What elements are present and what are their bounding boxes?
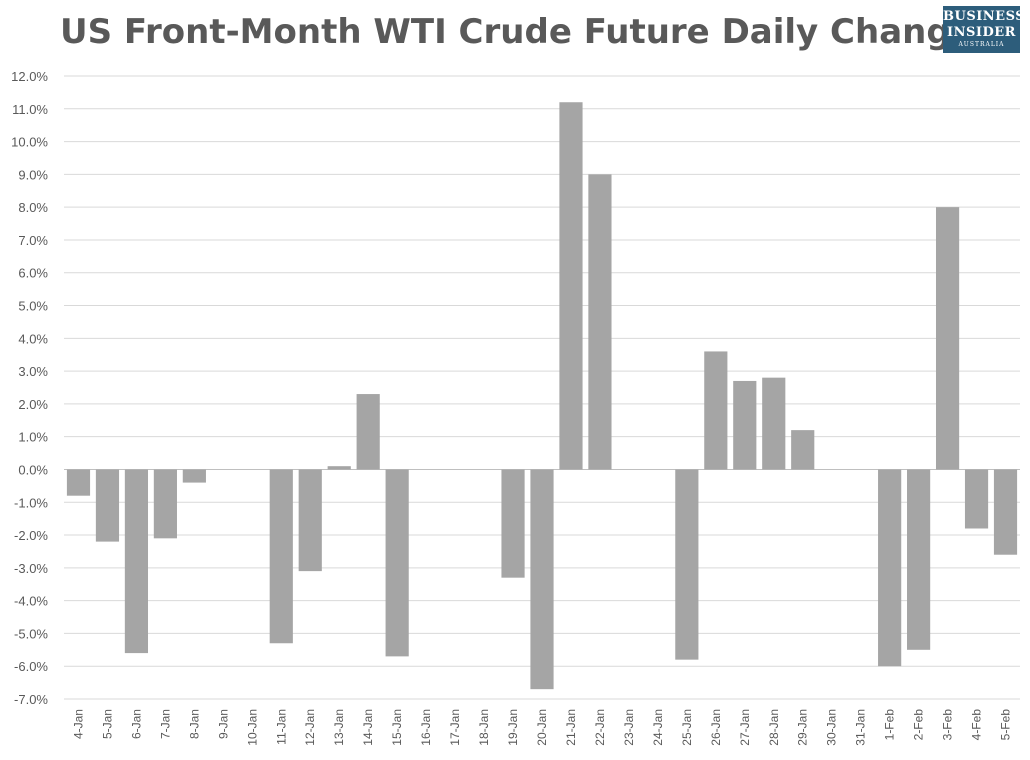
business-insider-logo: BUSINESS INSIDER AUSTRALIA (943, 6, 1020, 53)
x-tick-label: 9-Jan (216, 709, 230, 739)
x-tick-label: 4-Jan (71, 709, 85, 739)
bar-22-Jan (588, 174, 612, 470)
logo-line-3: AUSTRALIA (958, 41, 1005, 48)
bar-8-Jan (182, 469, 206, 483)
bar-25-Jan (675, 469, 699, 660)
bar-28-Jan (762, 377, 786, 470)
x-tick-label: 6-Jan (129, 709, 143, 739)
x-axis-tick-labels: 4-Jan 5-Jan 6-Jan 7-Jan 8-Jan 9-Jan 10-Jan 11-J… (71, 709, 1012, 746)
y-tick-label: 0.0% (18, 462, 48, 477)
y-tick-label: 5.0% (18, 299, 48, 314)
logo-line-1: BUSINESS (943, 9, 1020, 24)
bar-5-Feb (993, 469, 1018, 555)
y-tick-label: -3.0% (14, 561, 48, 576)
y-tick-label: -7.0% (14, 692, 48, 707)
bar-5-Jan (95, 469, 120, 542)
y-tick-label: 6.0% (18, 266, 48, 281)
x-tick-label: 5-Jan (100, 709, 114, 739)
bar-11-Jan (269, 469, 293, 644)
x-tick-label: 4-Feb (970, 709, 984, 741)
bar-4-Jan (66, 469, 91, 496)
bar-4-Feb (964, 469, 989, 529)
x-tick-label: 19-Jan (506, 709, 520, 746)
x-tick-label: 3-Feb (941, 709, 955, 741)
x-tick-label: 13-Jan (332, 709, 346, 746)
y-tick-label: -1.0% (14, 495, 48, 510)
bar-7-Jan (153, 469, 177, 539)
bar-13-Jan (327, 466, 351, 470)
y-tick-label: 7.0% (18, 233, 48, 248)
bar-12-Jan (298, 469, 322, 572)
y-tick-label: -6.0% (14, 659, 48, 674)
x-tick-label: 16-Jan (419, 709, 433, 746)
y-tick-label: 1.0% (18, 430, 48, 445)
chart-title: US Front-Month WTI Crude Future Daily Ch… (60, 12, 974, 52)
y-tick-label: 2.0% (18, 397, 48, 412)
bar-3-Feb (935, 207, 960, 470)
y-tick-label: -5.0% (14, 626, 48, 641)
x-tick-label: 8-Jan (187, 709, 201, 739)
x-tick-label: 17-Jan (448, 709, 462, 746)
bars (66, 102, 1018, 690)
bar-6-Jan (124, 469, 149, 654)
y-axis-tick-labels: -7.0% -6.0% -5.0% -4.0% -3.0% -2.0% -1.0% 0.0% 1… (11, 69, 48, 707)
x-tick-label: 28-Jan (767, 709, 781, 746)
x-tick-label: 2-Feb (912, 709, 926, 741)
x-tick-label: 12-Jan (303, 709, 317, 746)
y-tick-label: 4.0% (18, 331, 48, 346)
y-tick-label: 11.0% (12, 102, 48, 117)
x-tick-label: 7-Jan (158, 709, 172, 739)
x-tick-label: 15-Jan (390, 709, 404, 746)
x-tick-label: 11-Jan (274, 709, 288, 745)
bar-29-Jan (791, 430, 815, 470)
x-tick-label: 21-Jan (564, 709, 578, 746)
y-tick-label: 8.0% (18, 200, 48, 215)
bar-21-Jan (559, 102, 583, 470)
bar-26-Jan (704, 351, 728, 470)
y-tick-label: -4.0% (14, 594, 48, 609)
bar-19-Jan (501, 469, 525, 578)
y-tick-label: -2.0% (14, 528, 48, 543)
x-tick-label: 1-Feb (883, 709, 897, 741)
x-tick-label: 31-Jan (854, 709, 868, 746)
x-tick-label: 30-Jan (825, 709, 839, 746)
x-tick-label: 23-Jan (622, 709, 636, 746)
x-tick-label: 14-Jan (361, 709, 375, 746)
x-tick-label: 5-Feb (999, 709, 1013, 741)
x-tick-label: 22-Jan (593, 709, 607, 746)
x-tick-label: 24-Jan (651, 709, 665, 746)
y-tick-label: 10.0% (11, 135, 48, 150)
x-tick-label: 20-Jan (535, 709, 549, 746)
y-tick-label: 3.0% (18, 364, 48, 379)
x-tick-label: 10-Jan (245, 709, 259, 746)
logo-line-2: INSIDER (947, 25, 1016, 40)
bar-2-Feb (907, 469, 931, 650)
bar-27-Jan (733, 380, 757, 470)
bar-14-Jan (356, 394, 380, 470)
bar-20-Jan (530, 469, 554, 690)
x-tick-label: 25-Jan (680, 709, 694, 746)
x-tick-label: 26-Jan (709, 709, 723, 746)
bar-1-Feb (878, 469, 902, 667)
x-tick-label: 27-Jan (738, 709, 752, 746)
y-tick-label: 12.0% (11, 69, 48, 84)
y-tick-label: 9.0% (18, 167, 48, 182)
bar-15-Jan (385, 469, 409, 657)
x-tick-label: 29-Jan (796, 709, 810, 746)
x-tick-label: 18-Jan (477, 709, 491, 746)
